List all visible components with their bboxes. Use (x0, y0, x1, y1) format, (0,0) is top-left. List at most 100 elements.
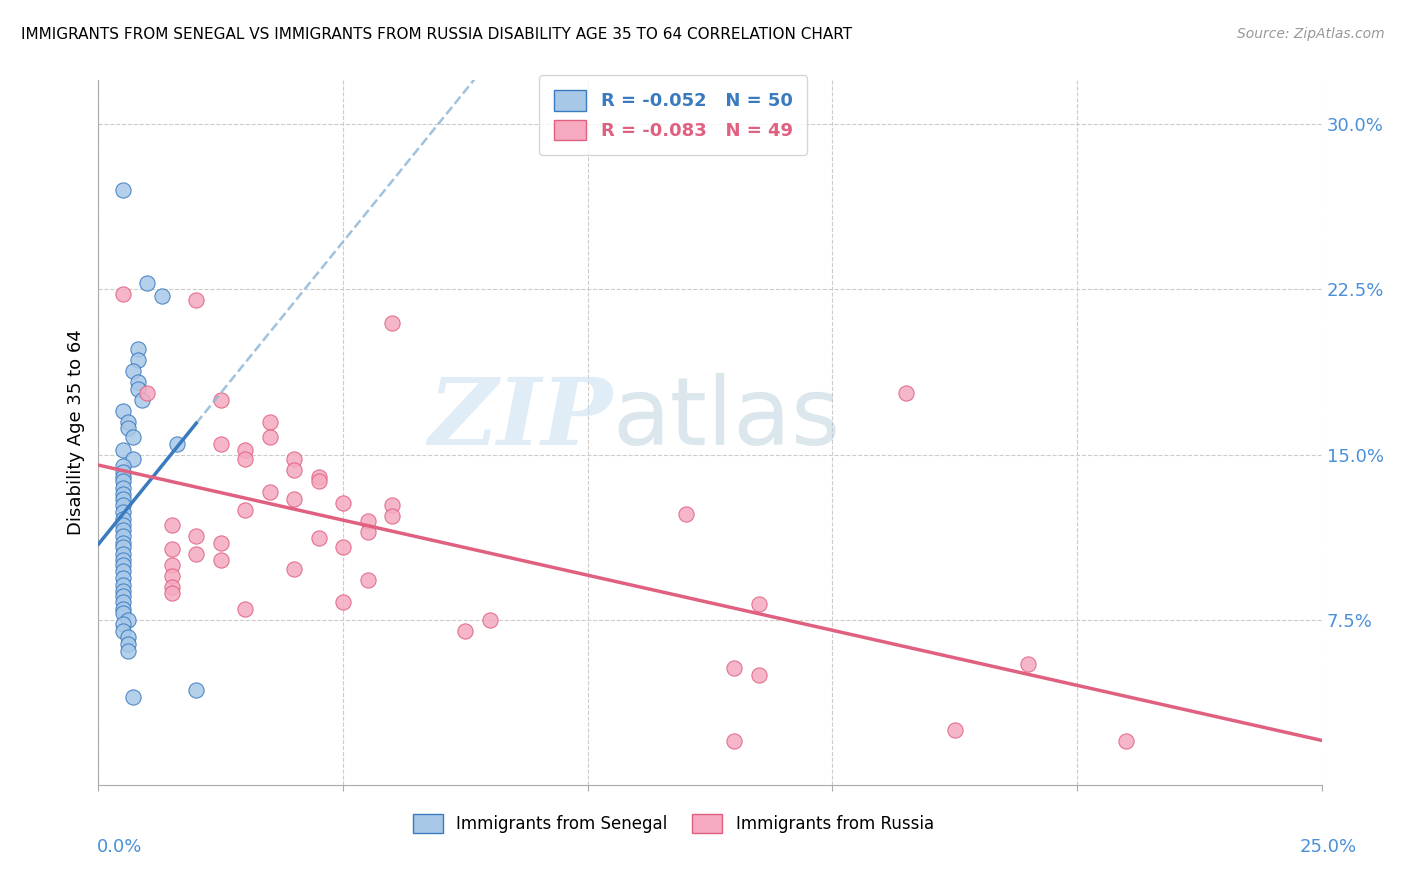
Point (308, 474, 330, 488)
Point (111, 565, 134, 579)
Point (233, 601, 256, 615)
Point (259, 485, 281, 500)
Point (111, 624, 134, 638)
Point (111, 443, 134, 458)
Point (283, 491, 305, 506)
Point (283, 452, 305, 467)
Point (478, 613, 501, 627)
Point (186, 293, 208, 308)
Point (111, 469, 134, 483)
Point (121, 690, 143, 704)
Point (136, 386, 159, 401)
Point (675, 507, 697, 521)
Text: 0.0%: 0.0% (97, 838, 142, 856)
Point (1115, 734, 1137, 748)
Point (127, 375, 149, 389)
Point (131, 392, 153, 407)
Point (111, 474, 134, 488)
Point (117, 421, 139, 435)
Point (166, 436, 188, 450)
Point (943, 723, 966, 737)
Point (121, 364, 143, 378)
Point (356, 514, 378, 528)
Point (209, 436, 232, 450)
Point (259, 430, 281, 444)
Point (160, 518, 183, 533)
Legend: Immigrants from Senegal, Immigrants from Russia: Immigrants from Senegal, Immigrants from… (406, 807, 941, 840)
Point (356, 573, 378, 587)
Point (111, 577, 134, 591)
Point (233, 452, 256, 467)
Point (356, 524, 378, 539)
Point (748, 668, 770, 682)
Text: IMMIGRANTS FROM SENEGAL VS IMMIGRANTS FROM RUSSIA DISABILITY AGE 35 TO 64 CORREL: IMMIGRANTS FROM SENEGAL VS IMMIGRANTS FR… (21, 27, 852, 42)
Point (723, 661, 745, 675)
Point (117, 643, 139, 657)
Point (111, 523, 134, 537)
Point (136, 276, 159, 290)
Point (454, 624, 477, 638)
Point (723, 734, 745, 748)
Point (111, 505, 134, 519)
Point (259, 415, 281, 429)
Point (233, 502, 256, 516)
Point (894, 386, 917, 401)
Text: ZIP: ZIP (427, 374, 612, 464)
Point (111, 595, 134, 609)
Point (117, 613, 139, 627)
Point (111, 286, 134, 301)
Point (308, 469, 330, 483)
Point (111, 584, 134, 599)
Point (150, 289, 173, 303)
Point (111, 601, 134, 615)
Point (111, 571, 134, 585)
Point (283, 463, 305, 477)
Point (117, 415, 139, 429)
Point (117, 637, 139, 651)
Point (160, 586, 183, 600)
Point (127, 342, 149, 356)
Point (160, 568, 183, 582)
Point (332, 595, 354, 609)
Text: atlas: atlas (612, 373, 841, 465)
Point (117, 631, 139, 645)
Point (332, 496, 354, 510)
Point (111, 481, 134, 495)
Point (381, 509, 404, 524)
Point (111, 558, 134, 572)
Point (127, 353, 149, 368)
Point (748, 598, 770, 612)
Point (111, 498, 134, 512)
Point (111, 491, 134, 506)
Text: 25.0%: 25.0% (1301, 838, 1357, 856)
Point (160, 542, 183, 557)
Point (111, 540, 134, 554)
Point (209, 392, 232, 407)
Point (283, 562, 305, 576)
Point (111, 487, 134, 501)
Point (111, 535, 134, 549)
Point (111, 606, 134, 620)
Point (209, 553, 232, 567)
Point (308, 532, 330, 546)
Point (233, 443, 256, 458)
Point (111, 465, 134, 479)
Point (127, 382, 149, 396)
Point (111, 529, 134, 543)
Point (186, 547, 208, 561)
Point (111, 183, 134, 197)
Point (381, 498, 404, 512)
Point (1017, 657, 1039, 671)
Point (111, 518, 134, 533)
Point (111, 553, 134, 567)
Point (111, 511, 134, 525)
Point (111, 403, 134, 417)
Text: Source: ZipAtlas.com: Source: ZipAtlas.com (1237, 27, 1385, 41)
Point (111, 589, 134, 603)
Point (111, 547, 134, 561)
Point (186, 683, 208, 698)
Point (160, 558, 183, 572)
Point (111, 458, 134, 473)
Point (111, 617, 134, 632)
Point (209, 535, 232, 549)
